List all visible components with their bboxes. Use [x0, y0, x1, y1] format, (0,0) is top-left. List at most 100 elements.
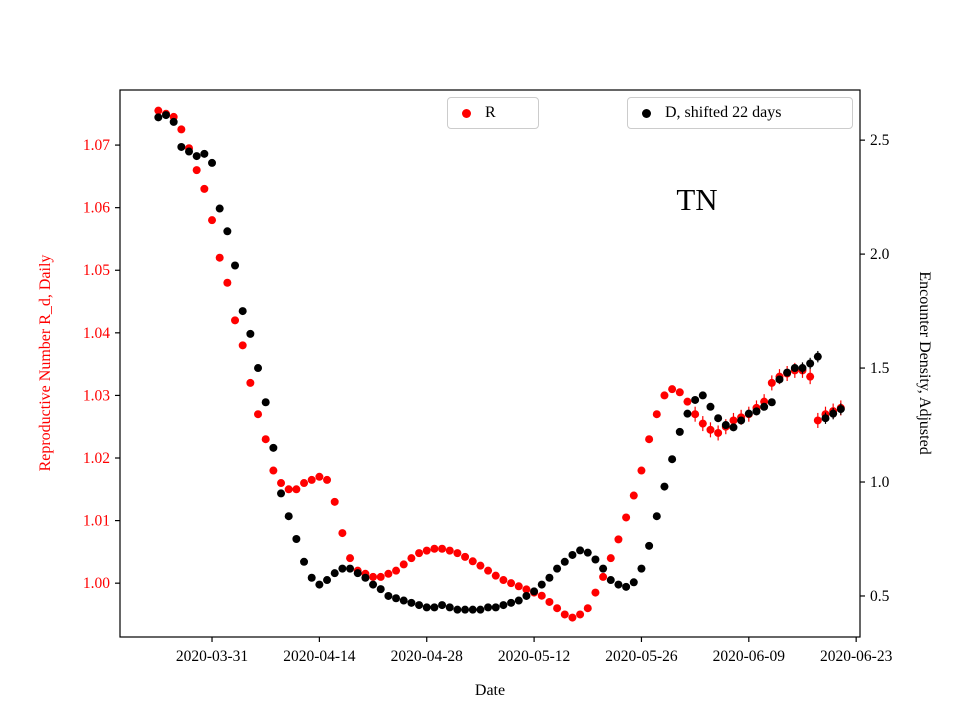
point-d	[407, 598, 416, 607]
point-d	[606, 576, 615, 585]
point-d	[652, 512, 661, 521]
x-tick-label: 2020-06-23	[820, 648, 893, 665]
point-r	[453, 549, 462, 558]
point-d	[522, 591, 531, 600]
point-d	[430, 603, 439, 612]
point-r	[652, 410, 661, 419]
point-d	[576, 546, 585, 555]
point-d	[760, 402, 769, 411]
point-d	[691, 395, 700, 404]
point-r	[576, 610, 585, 619]
point-d	[215, 204, 224, 213]
point-d	[537, 580, 546, 589]
point-r	[698, 419, 707, 428]
point-d	[476, 605, 485, 614]
x-tick-label: 2020-04-28	[391, 648, 464, 665]
point-d	[553, 564, 562, 573]
left-tick-label: 1.04	[83, 325, 110, 342]
point-d	[614, 580, 623, 589]
point-r	[675, 388, 684, 397]
point-d	[223, 227, 232, 236]
legend-d-box: D, shifted 22 days	[627, 97, 853, 129]
point-r	[568, 613, 577, 622]
point-r	[254, 410, 263, 419]
x-tick-label: 2020-04-14	[283, 648, 356, 665]
point-d	[729, 423, 738, 432]
point-r	[560, 610, 569, 619]
point-r	[522, 585, 531, 594]
point-d	[445, 603, 454, 612]
point-r	[476, 561, 485, 570]
point-r	[491, 571, 500, 580]
point-r	[208, 216, 217, 225]
right-tick-label: 2.5	[870, 132, 890, 149]
x-tick-label: 2020-05-12	[498, 648, 570, 665]
point-d	[323, 576, 332, 585]
left-tick-label: 1.01	[83, 513, 110, 530]
point-d	[399, 596, 408, 605]
point-d	[338, 564, 347, 573]
left-tick-label: 1.00	[83, 575, 110, 592]
point-r	[729, 416, 738, 425]
legend-r-label: R	[485, 104, 496, 121]
point-r	[215, 253, 224, 262]
point-d	[599, 564, 608, 573]
point-r	[277, 479, 286, 488]
left-tick-label: 1.03	[83, 387, 110, 404]
point-d	[315, 580, 324, 589]
point-r	[307, 475, 316, 484]
point-d	[422, 603, 431, 612]
axes-spines	[119, 89, 861, 638]
point-d	[836, 405, 845, 414]
point-d	[637, 564, 646, 573]
point-d	[714, 414, 723, 423]
legend-d-marker-icon	[642, 108, 651, 118]
point-d	[346, 564, 355, 573]
x-axis-label: Date	[474, 682, 506, 699]
left-tick-label: 1.07	[83, 137, 110, 154]
point-r	[499, 576, 508, 585]
point-d	[775, 375, 784, 384]
point-d	[530, 587, 539, 596]
point-d	[384, 591, 393, 600]
point-r	[292, 485, 301, 494]
point-d	[208, 158, 217, 167]
point-r	[714, 428, 723, 437]
point-d	[185, 147, 194, 156]
point-d	[752, 407, 761, 416]
point-d	[514, 596, 523, 605]
point-r	[507, 579, 516, 588]
point-d	[284, 512, 293, 521]
point-r	[514, 582, 523, 591]
point-d	[261, 398, 270, 407]
point-r	[300, 479, 309, 488]
point-r	[484, 566, 493, 575]
point-d	[583, 548, 592, 557]
point-r	[629, 491, 638, 500]
point-d	[461, 605, 470, 614]
point-d	[361, 573, 370, 582]
point-r	[606, 554, 615, 563]
x-tick-label: 2020-03-31	[176, 648, 248, 665]
point-r	[246, 378, 255, 387]
point-r	[614, 535, 623, 544]
point-r	[369, 572, 378, 581]
left-tick-label: 1.06	[83, 200, 110, 217]
point-r	[706, 425, 715, 434]
point-d	[453, 605, 462, 614]
point-d	[200, 149, 209, 158]
point-d	[169, 117, 178, 126]
point-d	[767, 398, 776, 407]
point-d	[499, 601, 508, 610]
point-d	[629, 578, 638, 587]
point-r	[376, 572, 385, 581]
point-d	[790, 364, 799, 373]
point-r	[591, 588, 600, 597]
state-annotation: TN	[676, 182, 718, 217]
point-r	[261, 435, 270, 444]
point-d	[154, 113, 163, 122]
legend-r-marker-icon	[462, 108, 471, 118]
point-r	[238, 341, 247, 350]
point-d	[721, 421, 730, 430]
